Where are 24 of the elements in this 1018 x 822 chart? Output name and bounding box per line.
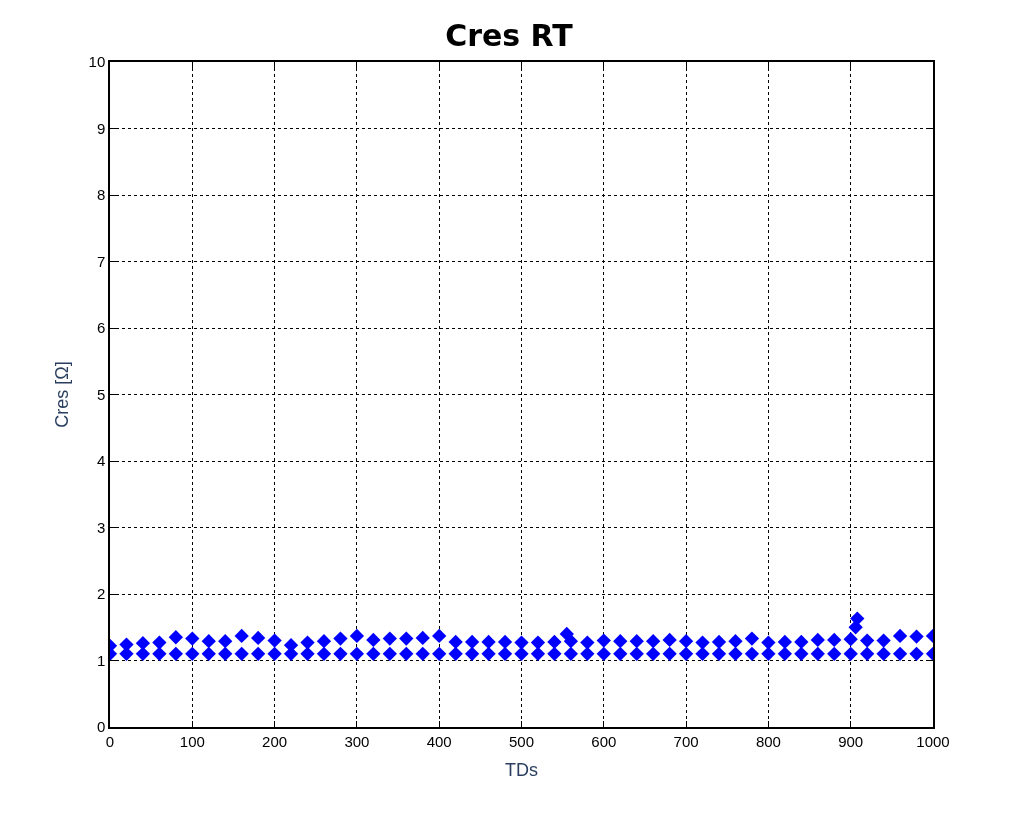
- x-tick-label: 900: [838, 732, 864, 750]
- x-tick-label: 800: [755, 732, 781, 750]
- y-tick-label: 0: [96, 718, 106, 736]
- x-tick-label: 700: [673, 732, 699, 750]
- y-tick-label: 3: [96, 518, 106, 536]
- x-axis-title: TDs: [505, 760, 538, 781]
- y-axis-title: Cres [Ω]: [52, 361, 73, 428]
- x-tick-label: 300: [344, 732, 370, 750]
- y-tick-label: 2: [96, 585, 106, 603]
- x-tick-label: 100: [179, 732, 205, 750]
- y-tick-label: 1: [96, 651, 106, 669]
- x-tick-label: 400: [426, 732, 452, 750]
- y-tick-label: 9: [96, 119, 106, 137]
- y-tick-label: 10: [88, 53, 106, 71]
- x-tick-label: 600: [591, 732, 617, 750]
- y-tick-label: 6: [96, 319, 106, 337]
- y-tick-label: 4: [96, 452, 106, 470]
- x-tick-label: 200: [262, 732, 288, 750]
- x-tick-label: 500: [508, 732, 535, 750]
- x-tick-label: 1000: [916, 732, 950, 750]
- y-tick-label: 8: [96, 186, 106, 204]
- y-tick-label: 7: [96, 252, 106, 270]
- chart-title: Cres RT: [445, 17, 574, 53]
- y-tick-label: 5: [96, 385, 106, 403]
